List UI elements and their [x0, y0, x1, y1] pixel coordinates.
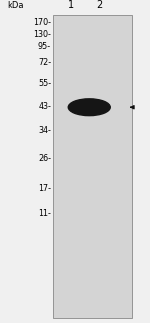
- Ellipse shape: [68, 99, 110, 116]
- Text: 170-: 170-: [33, 18, 51, 27]
- Text: 55-: 55-: [38, 79, 51, 88]
- Text: 34-: 34-: [38, 126, 51, 135]
- Text: kDa: kDa: [8, 1, 24, 10]
- Text: 43-: 43-: [38, 102, 51, 111]
- Text: 2: 2: [97, 0, 103, 10]
- Text: 95-: 95-: [38, 42, 51, 51]
- Text: 11-: 11-: [38, 209, 51, 218]
- Text: 130-: 130-: [33, 30, 51, 39]
- Text: 1: 1: [68, 0, 74, 10]
- Bar: [53, 15, 132, 318]
- Text: 26-: 26-: [38, 154, 51, 163]
- Text: 17-: 17-: [38, 184, 51, 193]
- Text: 72-: 72-: [38, 58, 51, 68]
